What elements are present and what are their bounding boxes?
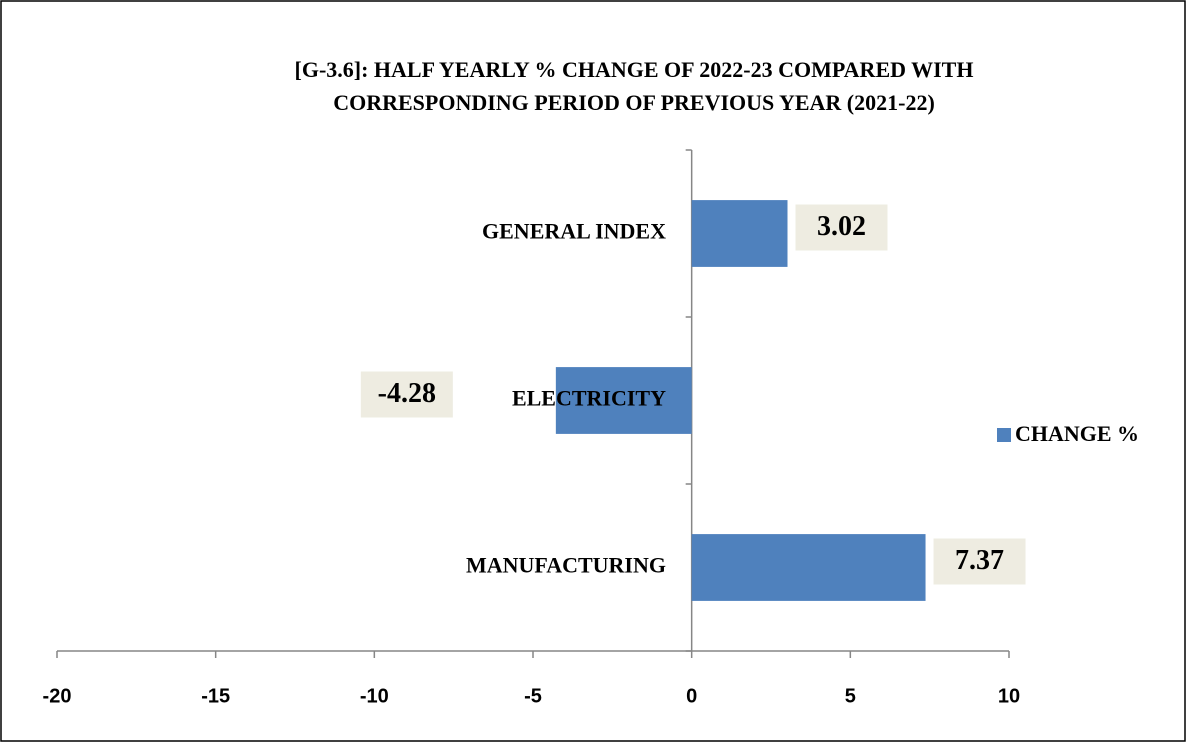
data-label: -4.28 xyxy=(378,378,436,409)
data-label-box xyxy=(360,371,453,418)
chart-title: CORRESPONDING PERIOD OF PREVIOUS YEAR (2… xyxy=(333,90,935,115)
data-label-box xyxy=(795,204,888,251)
bar xyxy=(691,200,788,267)
x-tick-label: 5 xyxy=(845,685,856,707)
data-label: 7.37 xyxy=(955,545,1004,576)
x-tick-label: -15 xyxy=(201,685,230,707)
bar xyxy=(691,534,926,601)
bar xyxy=(555,367,692,434)
x-tick-label: 0 xyxy=(686,685,697,707)
x-tick-label: -20 xyxy=(43,685,72,707)
y-tick-label: ELECTRICITY xyxy=(512,386,666,411)
data-label: 3.02 xyxy=(817,211,866,242)
x-tick-label: -5 xyxy=(524,685,542,707)
chart-title: [G-3.6]: HALF YEARLY % CHANGE OF 2022-23… xyxy=(295,57,974,82)
legend-swatch xyxy=(997,428,1011,442)
y-tick-label: GENERAL INDEX xyxy=(482,219,666,244)
legend-label: CHANGE % xyxy=(1015,421,1139,446)
x-tick-label: -10 xyxy=(360,685,389,707)
data-label-box xyxy=(933,538,1026,585)
x-tick-label: 10 xyxy=(998,685,1020,707)
y-tick-label: MANUFACTURING xyxy=(466,553,666,578)
